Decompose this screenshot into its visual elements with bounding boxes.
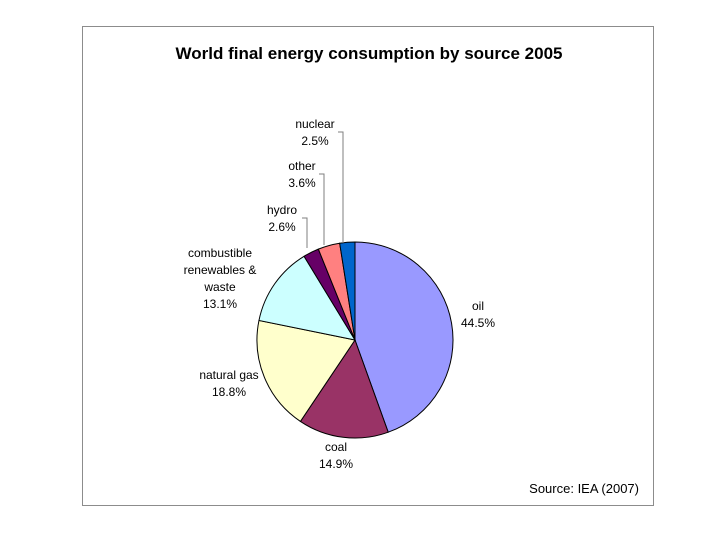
pie-slices <box>256 241 454 439</box>
slice-label-hydro: hydro 2.6% <box>267 203 297 234</box>
chart-title: World final energy consumption by source… <box>176 44 563 63</box>
slice-label-coal: coal 14.9% <box>319 440 353 471</box>
pie-slice-coal <box>299 338 389 439</box>
leader-line-nuclear <box>338 131 344 243</box>
slice-label-oil: oil 44.5% <box>461 299 495 330</box>
leader-line-other <box>319 173 325 245</box>
chart-frame: World final energy consumption by source… <box>82 26 654 506</box>
slice-label-other: other 3.6% <box>288 159 316 190</box>
source-note: Source: IEA (2007) <box>529 481 639 496</box>
pie-slice-nuclear <box>339 241 356 341</box>
leader-line-hydro <box>302 217 308 248</box>
leader-lines <box>302 131 344 248</box>
pie-slice-natural-gas <box>256 319 356 423</box>
slice-label-nuclear: nuclear 2.5% <box>295 117 334 148</box>
slice-label-natural-gas: natural gas 18.8% <box>199 368 258 399</box>
slice-labels: oil 44.5% coal 14.9% natural gas 18.8% combust… <box>184 117 496 471</box>
pie-slice-combustible-renewables-waste <box>258 255 357 341</box>
pie-slice-oil <box>354 241 454 433</box>
pie-chart: World final energy consumption by source… <box>176 44 640 496</box>
slice-label-combustible-renewables-waste: combustible renewables & waste 13.1% <box>184 246 257 311</box>
